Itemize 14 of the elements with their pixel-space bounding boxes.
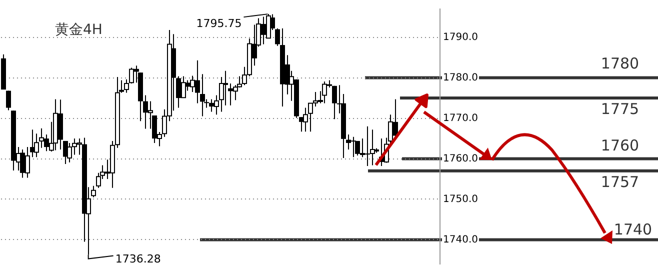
y-tick-label: 1760.0 <box>443 153 478 164</box>
y-tick-label: 1780.0 <box>443 72 478 84</box>
annotation: 1736.28 <box>115 252 161 266</box>
ref-line-label: 1775 <box>600 100 640 118</box>
text: 黄金4H <box>55 21 102 39</box>
annotation: 1795.75 <box>196 16 242 30</box>
y-tick-label: 1790.0 <box>443 32 478 43</box>
y-tick-label: 1740.0 <box>443 234 478 246</box>
y-tick-label: 1770.0 <box>443 112 478 124</box>
ref-line-label: 1780 <box>600 54 640 73</box>
ref-line-label: 1757 <box>600 172 640 191</box>
ref-line-label: 1740 <box>614 220 652 239</box>
y-tick-label: 1750.0 <box>443 194 478 205</box>
ref-line-label: 1760 <box>600 136 640 155</box>
